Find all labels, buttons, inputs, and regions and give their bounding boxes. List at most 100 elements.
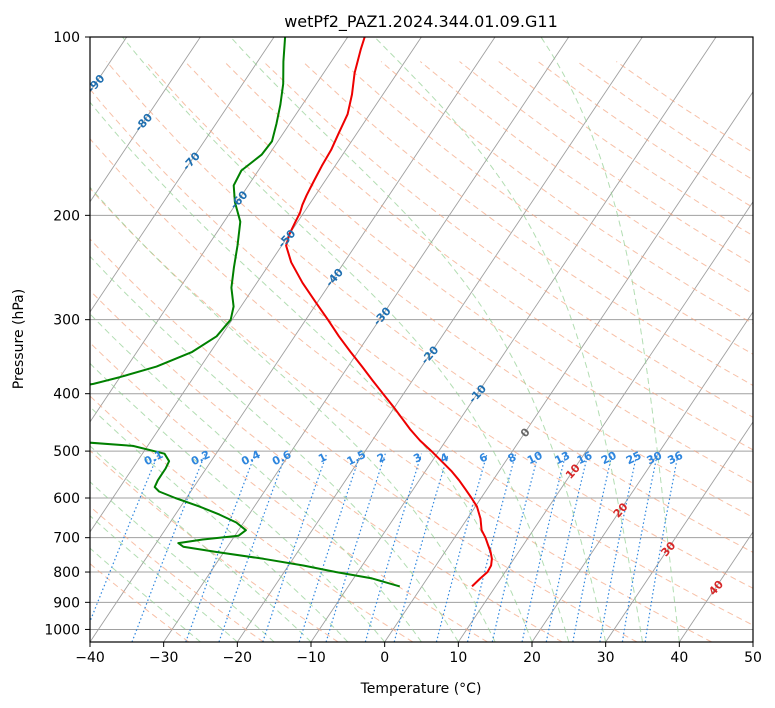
- isotherm-line: [457, 201, 753, 642]
- mixing-ratio-label: 13: [553, 449, 572, 467]
- line-labels: 0.1 0.2 0.4 0.6 1 1.5 2 3 4 6 8 10 13 16 20 25 30 36-90-8…: [85, 72, 727, 598]
- x-tick-label: −20: [223, 650, 253, 666]
- mixing-ratio-label: 3: [411, 451, 424, 466]
- y-axis: 100 200 300 400 500 600 700 800 900 1000: [44, 30, 90, 638]
- moist-adiabat-line: [90, 255, 459, 642]
- isotherm-label: 20: [611, 500, 631, 520]
- mixing-ratio-line: [185, 453, 256, 642]
- mixing-ratio-line: [466, 453, 517, 642]
- isotherm-label: -10: [466, 382, 489, 406]
- isotherm-label: -70: [180, 149, 203, 173]
- dry-adiabat-line: [223, 61, 753, 451]
- chart-title: wetPf2_PAZ1.2024.344.01.09.G11: [284, 12, 558, 32]
- mixing-ratio-label: 4: [438, 450, 451, 465]
- isotherm-label: 40: [706, 578, 726, 598]
- x-tick-label: 10: [449, 650, 467, 666]
- mixing-ratio-line: [90, 453, 159, 624]
- mixing-ratio-label: 16: [575, 449, 595, 468]
- y-tick-label: 300: [53, 313, 80, 329]
- x-axis: −40 −30 −20 −10 0 10 20 30 40 50: [75, 642, 762, 666]
- dry-adiabat-line: [90, 88, 753, 589]
- moist-adiabat-line: [90, 547, 201, 642]
- y-tick-label: 400: [53, 387, 80, 403]
- dry-adiabat-line: [145, 61, 753, 518]
- mixing-ratio-line: [621, 453, 658, 642]
- moist-adiabat-line: [90, 186, 496, 642]
- isotherm-line: [678, 531, 753, 642]
- x-axis-label: Temperature (°C): [360, 681, 482, 697]
- mixing-ratio-line: [435, 453, 488, 642]
- x-tick-label: −10: [296, 650, 326, 666]
- isotherm-line: [752, 641, 753, 642]
- moist-adiabat-line: [90, 406, 349, 642]
- dry-adiabat-line: [90, 138, 753, 626]
- y-tick-label: 700: [53, 531, 80, 547]
- isotherm-line: [163, 37, 570, 642]
- dry-adiabat-line: [90, 449, 339, 642]
- isotherm-label: -90: [85, 72, 108, 96]
- isotherm-line: [605, 421, 753, 642]
- x-tick-label: −30: [149, 650, 179, 666]
- mixing-ratio-label: 6: [477, 450, 490, 465]
- mixing-ratio-label: 10: [525, 449, 545, 468]
- dewpoint-profile-line: [90, 37, 401, 588]
- mixing-ratio-line: [572, 453, 613, 642]
- mixing-ratio-line: [298, 453, 362, 642]
- isotherm-line: [90, 37, 275, 313]
- moist-adiabat-line: [90, 515, 238, 642]
- dry-adiabat-line: [90, 342, 488, 642]
- moist-adiabat-line: [90, 445, 312, 642]
- mixing-ratio-label: 2: [375, 451, 388, 466]
- isotherm-line: [236, 37, 643, 642]
- mixing-ratio-line: [599, 453, 638, 642]
- isotherm-label: 0: [518, 425, 533, 440]
- isotherm-line: [90, 37, 422, 533]
- moist-adiabat-line: [374, 37, 643, 642]
- moist-adiabat-line: [90, 101, 533, 642]
- mixing-ratio-line: [521, 453, 567, 642]
- isotherm-line: [310, 37, 717, 642]
- x-tick-label: −40: [75, 650, 105, 666]
- moist-adiabat-line: [90, 481, 275, 642]
- x-tick-label: 30: [597, 650, 615, 666]
- series-layer: [90, 37, 493, 588]
- moist-adiabat-line: [122, 37, 570, 642]
- y-tick-label: 1000: [44, 622, 80, 638]
- x-tick-label: 20: [523, 650, 541, 666]
- mixing-ratio-line: [491, 453, 539, 642]
- dry-adiabat-line: [90, 563, 190, 642]
- dry-adiabat-line: [90, 238, 638, 642]
- dry-adiabat-line: [90, 187, 712, 642]
- isotherm-label: -40: [323, 266, 346, 290]
- dry-adiabat-line: [90, 395, 414, 642]
- x-tick-label: 40: [670, 650, 688, 666]
- y-tick-label: 200: [53, 208, 80, 224]
- plot-area: [90, 37, 753, 642]
- isotherm-line: [90, 37, 201, 203]
- mixing-ratio-line: [218, 453, 287, 642]
- dry-adiabat-line: [106, 61, 753, 553]
- mixing-ratio-line: [644, 453, 679, 642]
- isotherm-label: -60: [228, 188, 251, 212]
- mixing-ratio-line: [393, 453, 449, 642]
- y-tick-label: 900: [53, 595, 80, 611]
- dry-adiabat-line: [419, 61, 753, 295]
- y-tick-label: 100: [53, 30, 80, 46]
- moist-adiabat-line: [230, 37, 607, 642]
- mixing-ratio-line: [545, 453, 589, 642]
- isotherm-line: [90, 37, 349, 423]
- mixing-ratio-label: 30: [645, 449, 665, 468]
- dry-adiabat-line: [459, 61, 753, 266]
- mixing-ratio-label: 25: [624, 449, 643, 467]
- mixing-ratio-label: 1: [316, 451, 329, 466]
- moist-adiabat-line: [90, 362, 386, 642]
- x-tick-label: 0: [380, 650, 389, 666]
- isotherm-line: [531, 311, 753, 642]
- mixing-ratio-line: [364, 453, 423, 642]
- dry-adiabat-line: [341, 61, 753, 355]
- isotherm-label: -30: [371, 304, 394, 328]
- y-tick-label: 600: [53, 491, 80, 507]
- y-axis-label: Pressure (hPa): [11, 289, 27, 389]
- dry-adiabat-line: [184, 61, 753, 484]
- temperature-profile-line: [285, 37, 493, 588]
